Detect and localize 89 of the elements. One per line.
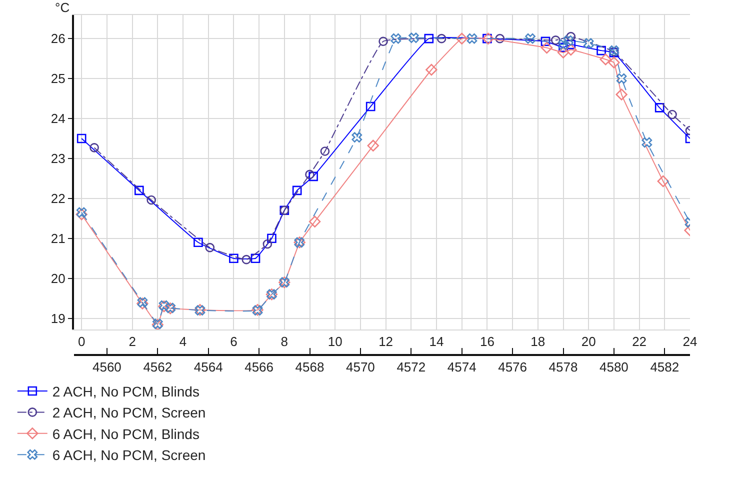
x-tick-label: 10 — [328, 334, 342, 350]
point — [583, 38, 594, 49]
y-tick-label: 21 — [50, 230, 66, 246]
x-tick-label: 24 — [682, 334, 698, 350]
point — [426, 64, 438, 76]
point — [146, 195, 156, 205]
y-tick-label: 25 — [50, 71, 66, 86]
point — [305, 170, 314, 180]
point — [596, 46, 606, 56]
x2-tick-label: 4572 — [396, 360, 426, 375]
x-tick-label: 4 — [179, 334, 187, 350]
point — [352, 132, 362, 142]
point — [565, 44, 577, 56]
x-tick-label: 20 — [581, 334, 596, 350]
x2-tick-label: 4570 — [346, 360, 375, 375]
y-tick-label: 19 — [50, 310, 66, 326]
point — [205, 242, 215, 252]
x-tick-label: 18 — [530, 334, 546, 350]
point — [540, 42, 553, 54]
x-tick-label: 8 — [280, 334, 288, 350]
x2-tick-label: 4578 — [548, 360, 578, 375]
y-tick-label: 20 — [50, 270, 66, 286]
y-tick-label: 22 — [50, 190, 66, 206]
point — [320, 146, 330, 156]
x2-tick-label: 4562 — [143, 360, 172, 375]
point — [557, 46, 570, 58]
point — [558, 39, 568, 50]
x2-tick-label: 4566 — [244, 360, 274, 375]
point — [616, 73, 627, 84]
point — [436, 34, 446, 44]
x-tick-label: 16 — [480, 334, 494, 350]
x-tick-label: 12 — [378, 334, 394, 350]
point — [76, 207, 87, 218]
point — [566, 32, 576, 42]
point — [525, 33, 536, 44]
point — [292, 186, 302, 196]
x-tick-label: 6 — [230, 334, 238, 350]
point — [366, 102, 376, 112]
point — [657, 175, 669, 188]
x2-tick-label: 4568 — [295, 360, 324, 375]
point — [482, 32, 494, 44]
point — [308, 172, 318, 182]
point — [424, 34, 434, 44]
point — [90, 143, 99, 152]
point — [308, 216, 321, 228]
legend-label: 6 ACH, No PCM, Screen — [52, 447, 206, 464]
point — [378, 36, 388, 46]
point — [76, 134, 86, 144]
legend-label: 2 ACH, No PCM, Screen — [52, 404, 206, 421]
y-tick-label: 23 — [50, 151, 66, 166]
x-tick-label: 2 — [128, 334, 136, 350]
point — [408, 32, 419, 43]
point — [642, 137, 652, 148]
point — [229, 254, 238, 264]
legend-label: 6 ACH, No PCM, Blinds — [52, 426, 200, 442]
point — [600, 54, 612, 66]
x2-tick-label: 4576 — [498, 360, 528, 375]
point — [250, 254, 260, 264]
x-tick-label: 22 — [632, 334, 647, 350]
x2-tick-label: 4580 — [599, 360, 628, 375]
y-axis-title: °C — [55, 0, 70, 15]
point — [390, 33, 402, 44]
point — [262, 239, 272, 249]
point — [495, 34, 505, 44]
point — [367, 140, 379, 152]
x2-tick-label: 4574 — [447, 360, 476, 375]
point — [551, 36, 560, 45]
point — [76, 208, 88, 220]
x2-tick-label: 4564 — [194, 360, 223, 375]
x2-tick-label: 4560 — [92, 360, 122, 375]
point — [482, 34, 492, 44]
point — [134, 186, 144, 196]
point — [267, 234, 276, 244]
y-tick-label: 26 — [50, 31, 66, 46]
x-tick-label: 0 — [78, 334, 86, 350]
y-tick-label: 24 — [50, 111, 66, 126]
point — [608, 56, 620, 68]
x2-tick-label: 4582 — [650, 360, 680, 375]
point — [616, 88, 628, 100]
point — [242, 254, 252, 264]
point — [668, 110, 677, 120]
point — [563, 35, 574, 46]
legend-label: 2 ACH, No PCM, Blinds — [52, 383, 200, 400]
x-tick-label: 14 — [429, 334, 444, 350]
point — [194, 238, 203, 248]
point — [466, 33, 478, 44]
point — [456, 32, 468, 44]
point — [654, 103, 664, 112]
point — [540, 36, 550, 46]
